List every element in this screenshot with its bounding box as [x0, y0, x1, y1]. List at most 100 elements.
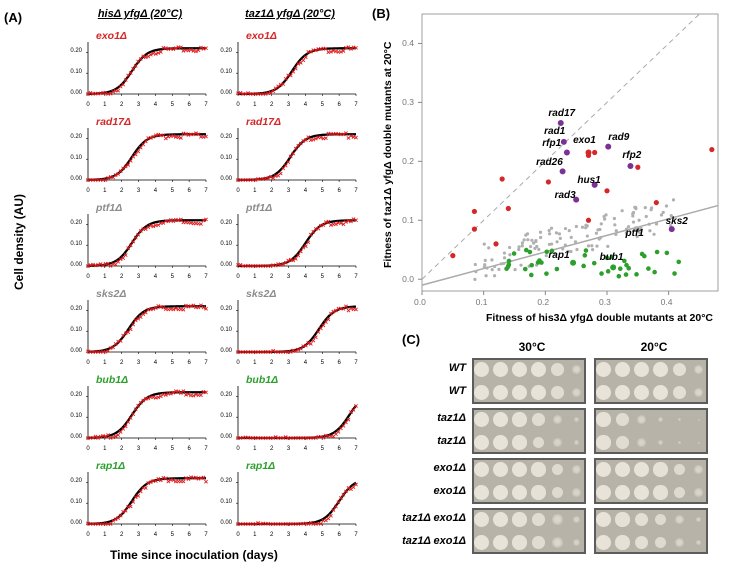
spot	[653, 385, 668, 400]
x-tick: 0	[234, 360, 242, 366]
y-tick: 0.10	[68, 241, 82, 247]
x-tick: 7	[352, 360, 360, 366]
x-tick: 1	[251, 102, 259, 108]
x-tick: 2	[268, 446, 276, 452]
strain-label: WT	[400, 385, 466, 397]
panel-c-temp-header: 20°C	[594, 340, 714, 354]
x-tick: 0	[84, 360, 92, 366]
spot	[474, 512, 489, 527]
spot	[512, 512, 526, 526]
spot	[551, 363, 564, 376]
spot	[637, 438, 645, 446]
panel-b-xtick: 0.2	[537, 297, 549, 307]
spot-assay-block	[472, 408, 586, 454]
spot	[512, 412, 526, 426]
spot	[493, 485, 508, 500]
y-tick: 0.10	[68, 327, 82, 333]
gene-label: ptf1Δ	[246, 202, 272, 214]
panel-b-xlabel: Fitness of his3Δ yfgΔ double mutants at …	[486, 312, 713, 324]
x-tick: 7	[352, 446, 360, 452]
strain-label: WT	[400, 362, 466, 374]
x-tick: 4	[151, 188, 159, 194]
spot	[531, 462, 545, 476]
spot	[493, 385, 508, 400]
spot-assay-block	[594, 458, 708, 504]
gene-label: bub1Δ	[246, 374, 278, 386]
x-tick: 3	[285, 360, 293, 366]
growth-curve-mini: rap1Δ0.000.100.2001234567	[220, 458, 360, 536]
growth-curve-mini: rad17Δ0.000.100.2001234567	[70, 114, 210, 192]
spot	[596, 512, 611, 527]
y-tick: 0.10	[218, 69, 232, 75]
panel-c-temp-header: 30°C	[472, 340, 592, 354]
spot	[531, 362, 546, 377]
gene-label: ptf1Δ	[96, 202, 122, 214]
spot	[474, 362, 489, 377]
spot	[596, 362, 611, 377]
x-tick: 5	[168, 188, 176, 194]
y-tick: 0.10	[68, 155, 82, 161]
x-tick: 7	[202, 446, 210, 452]
x-tick: 0	[234, 188, 242, 194]
spot	[552, 537, 562, 547]
spot	[653, 485, 667, 499]
spot	[615, 462, 630, 477]
spot	[474, 412, 489, 427]
y-tick: 0.20	[68, 48, 82, 54]
y-tick: 0.10	[218, 499, 232, 505]
growth-curve-mini: ptf1Δ0.000.100.2001234567	[220, 200, 360, 278]
spot	[553, 415, 562, 424]
x-tick: 2	[268, 532, 276, 538]
x-tick: 4	[301, 188, 309, 194]
spot	[694, 465, 702, 473]
gene-label: rad17Δ	[246, 116, 281, 128]
strain-label: taz1Δ exo1Δ	[400, 535, 466, 547]
y-tick: 0.20	[218, 478, 232, 484]
x-tick: 6	[335, 188, 343, 194]
x-tick: 1	[101, 360, 109, 366]
spot	[616, 413, 629, 426]
x-tick: 2	[268, 102, 276, 108]
panel-b-xtick: 0.0	[414, 297, 426, 307]
spot	[634, 362, 649, 377]
spot	[678, 441, 681, 444]
y-tick: 0.10	[218, 241, 232, 247]
x-tick: 5	[168, 360, 176, 366]
spot	[572, 365, 581, 374]
panel-b-xtick: 0.1	[476, 297, 488, 307]
y-tick: 0.10	[68, 499, 82, 505]
spot	[615, 485, 630, 500]
x-tick: 7	[352, 188, 360, 194]
gene-label: sks2Δ	[96, 288, 126, 300]
panel-b-gene-label: rad17	[548, 108, 575, 119]
x-tick: 6	[185, 532, 193, 538]
x-tick: 5	[318, 274, 326, 280]
x-tick: 2	[118, 446, 126, 452]
y-tick: 0.10	[218, 327, 232, 333]
x-tick: 6	[335, 446, 343, 452]
gene-label: rap1Δ	[96, 460, 125, 472]
x-tick: 0	[234, 102, 242, 108]
x-tick: 1	[101, 274, 109, 280]
gene-label: rap1Δ	[246, 460, 275, 472]
spot	[474, 385, 489, 400]
panel-b-gene-label: ptf1	[626, 228, 644, 239]
x-tick: 6	[335, 102, 343, 108]
x-tick: 5	[168, 446, 176, 452]
x-tick: 6	[185, 274, 193, 280]
spot	[615, 385, 630, 400]
spot	[615, 362, 630, 377]
x-tick: 3	[285, 532, 293, 538]
x-tick: 1	[251, 274, 259, 280]
x-tick: 0	[84, 446, 92, 452]
x-tick: 1	[251, 532, 259, 538]
y-tick: 0.20	[68, 306, 82, 312]
panel-b-ytick: 0.0	[398, 274, 414, 284]
x-tick: 2	[268, 274, 276, 280]
panel-b-ytick: 0.4	[398, 38, 414, 48]
panel-b-gene-label: rad9	[608, 132, 629, 143]
x-tick: 3	[135, 532, 143, 538]
spot	[653, 462, 667, 476]
x-tick: 1	[101, 446, 109, 452]
x-tick: 0	[84, 188, 92, 194]
